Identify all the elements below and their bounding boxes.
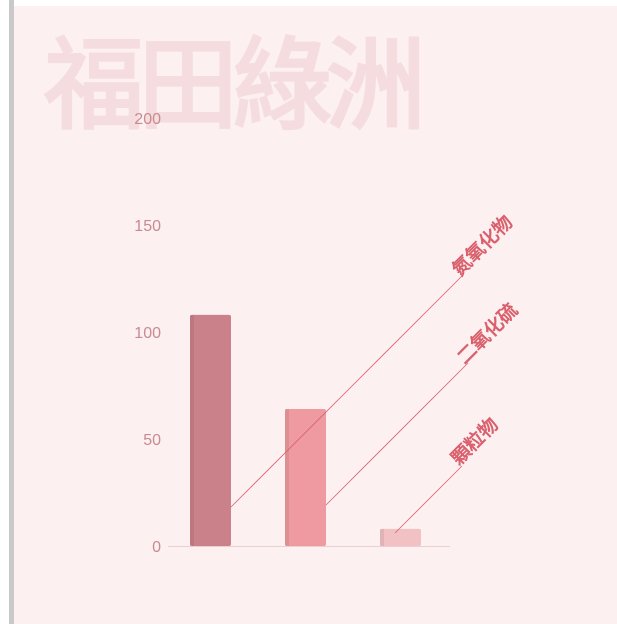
y-tick-label: 0 [152,539,161,556]
y-tick-label: 200 [134,111,161,128]
y-tick-label: 150 [134,218,161,235]
leader-line [230,275,463,508]
bar-edge [190,314,194,546]
bar-edge [380,528,384,546]
category-label: 氮氧化物 [447,211,517,281]
watermark-title: 福田綠洲 [44,27,426,144]
leader-line [325,362,469,506]
bar [190,314,231,546]
category-label: 二氧化硫 [452,299,522,369]
y-tick-label: 50 [143,432,161,449]
bar [285,409,326,546]
leader-line [394,465,463,534]
bar [380,528,421,546]
left-border-rule [9,0,14,624]
y-tick-label: 100 [134,325,161,342]
category-label: 顆粒物 [446,413,503,470]
bar-edge [285,409,289,546]
